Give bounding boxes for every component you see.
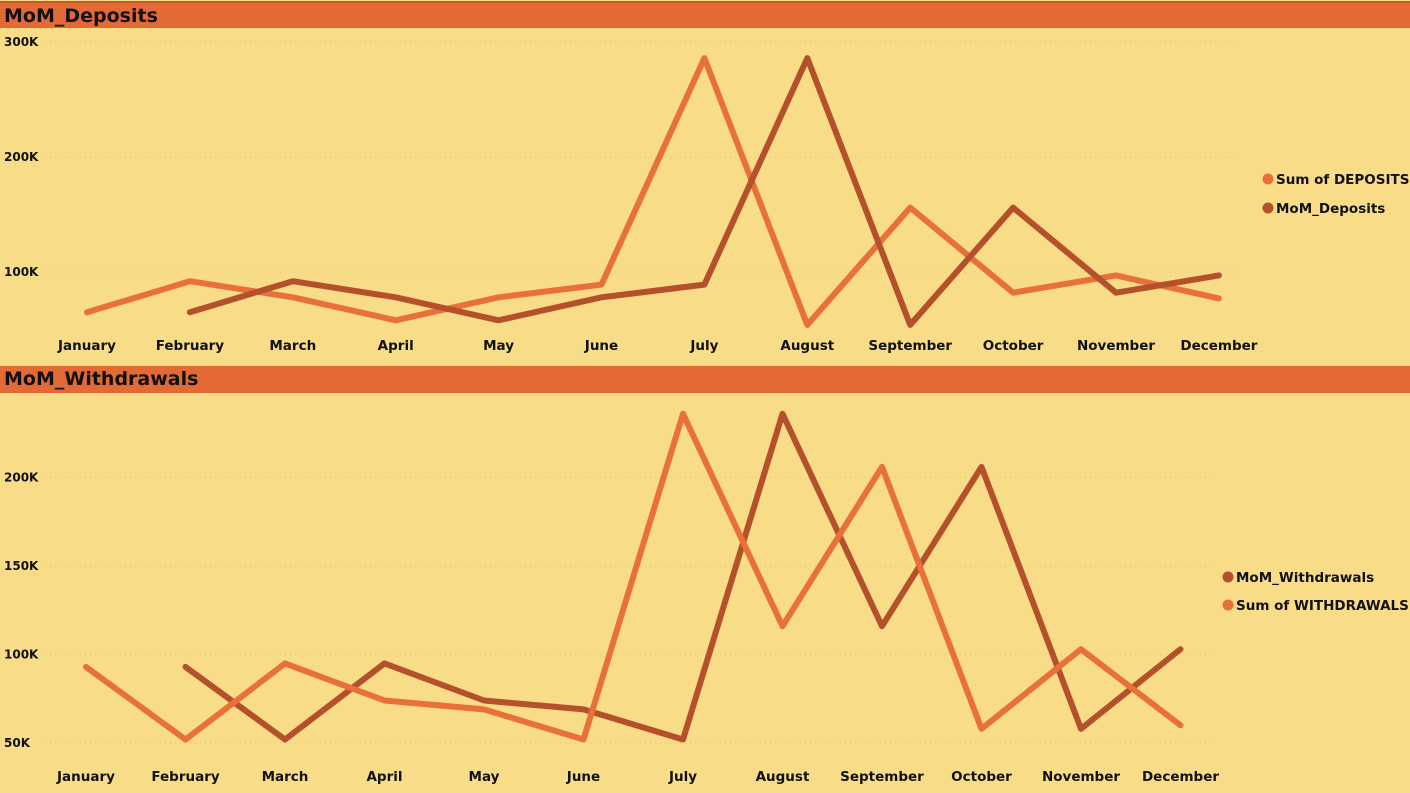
withdrawals-ytick-label: 100K (4, 648, 39, 662)
deposits-xtick-label: August (780, 338, 834, 354)
deposits-legend-label: Sum of DEPOSITS (1276, 172, 1409, 188)
deposits-xtick-label: April (378, 338, 414, 354)
deposits-xtick-label: July (689, 338, 718, 354)
withdrawals-xtick-label: September (840, 769, 924, 785)
withdrawals-legend-marker (1222, 571, 1234, 583)
withdrawals-xtick-label: July (668, 769, 697, 785)
deposits-chart-title: MoM_Deposits (0, 1, 1410, 28)
withdrawals-chart-title: MoM_Withdrawals (0, 366, 1410, 393)
withdrawals-xtick-label: March (262, 769, 309, 785)
withdrawals-xtick-label: December (1142, 769, 1219, 785)
deposits-xtick-label: May (483, 338, 514, 354)
withdrawals-ytick-label: 200K (4, 471, 39, 485)
withdrawals-xtick-label: February (151, 769, 220, 785)
deposits-series-line-0 (84, 55, 1222, 328)
deposits-xtick-label: February (156, 338, 225, 354)
withdrawals-xtick-label: May (469, 769, 500, 785)
withdrawals-xtick-label: April (366, 769, 402, 785)
deposits-xtick-label: October (983, 338, 1044, 354)
withdrawals-ytick-label: 50K (4, 736, 31, 750)
deposits-xtick-label: December (1180, 338, 1257, 354)
deposits-ytick-label: 200K (4, 150, 39, 164)
withdrawals-xtick-label: January (56, 769, 115, 785)
deposits-xtick-label: March (269, 338, 316, 354)
deposits-legend-marker (1262, 173, 1274, 185)
withdrawals-legend-label: MoM_Withdrawals (1236, 570, 1374, 586)
withdrawals-xtick-label: August (756, 769, 810, 785)
withdrawals-xtick-label: June (566, 769, 600, 785)
deposits-ytick-label: 100K (4, 265, 39, 279)
withdrawals-legend-marker (1222, 599, 1234, 611)
deposits-legend-label: MoM_Deposits (1276, 201, 1385, 217)
deposits-ytick-label: 300K (4, 35, 39, 49)
withdrawals-ytick-label: 150K (4, 559, 39, 573)
withdrawals-xtick-label: October (951, 769, 1012, 785)
withdrawals-series-line-1 (83, 410, 1184, 743)
withdrawals-legend-label: Sum of WITHDRAWALS (1236, 598, 1409, 614)
withdrawals-xtick-label: November (1042, 769, 1120, 785)
deposits-xtick-label: November (1077, 338, 1155, 354)
deposits-legend-marker (1262, 202, 1274, 214)
deposits-xtick-label: January (57, 338, 116, 354)
deposits-xtick-label: September (868, 338, 952, 354)
deposits-xtick-label: June (584, 338, 618, 354)
